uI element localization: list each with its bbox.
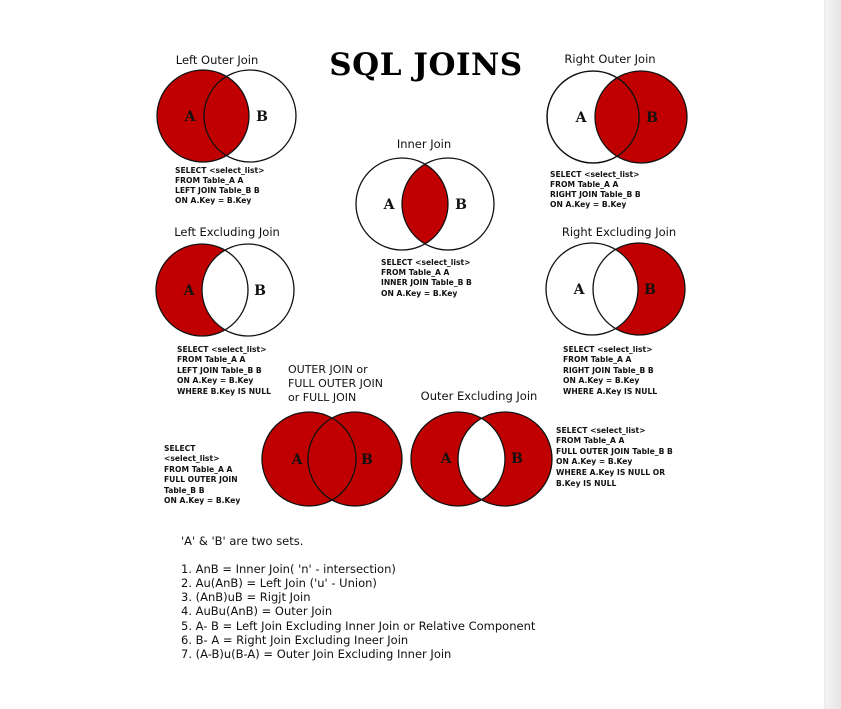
set-b-circle bbox=[401, 157, 495, 251]
svg-text:RIGHT JOIN Table_B B: RIGHT JOIN Table_B B bbox=[563, 366, 654, 375]
set-a-label: A bbox=[184, 109, 197, 125]
set-b-label: B bbox=[644, 282, 656, 298]
set-b-circle bbox=[201, 243, 295, 337]
set-b-label: B bbox=[646, 110, 658, 126]
right-outer-join: Right Outer Join A B SELECT <select_list… bbox=[546, 52, 688, 209]
svg-text:Table_B B: Table_B B bbox=[164, 486, 205, 495]
symmetric-difference-region bbox=[411, 412, 552, 506]
svg-text:B.Key IS NULL: B.Key IS NULL bbox=[556, 479, 616, 488]
set-b-label: B bbox=[254, 283, 266, 299]
legend-item: 4. AuBu(AnB) = Outer Join bbox=[181, 604, 332, 618]
svg-text:FROM Table_A A: FROM Table_A A bbox=[550, 180, 619, 189]
set-b-label: B bbox=[455, 197, 467, 213]
svg-text:LEFT JOIN Table_B B: LEFT JOIN Table_B B bbox=[175, 186, 260, 195]
full-outer-join-label: OUTER JOIN or FULL OUTER JOIN or FULL JO… bbox=[288, 363, 383, 404]
svg-text:ON A.Key = B.Key: ON A.Key = B.Key bbox=[556, 457, 632, 466]
right-excluding-join: Right Excluding Join A B SELECT <select_… bbox=[545, 225, 686, 396]
set-a-label: A bbox=[183, 283, 196, 299]
svg-text:SELECT <select_list>: SELECT <select_list> bbox=[563, 345, 653, 354]
legend-item: 1. AnB = Inner Join( 'n' - intersection) bbox=[181, 562, 396, 576]
set-a-circle bbox=[355, 157, 449, 251]
svg-text:ON A.Key = B.Key: ON A.Key = B.Key bbox=[381, 289, 457, 298]
intersection-region bbox=[402, 158, 448, 250]
inner-join-sql: SELECT <select_list> FROM Table_A A INNE… bbox=[381, 258, 472, 298]
set-a-label: A bbox=[575, 110, 588, 126]
outer-excluding-join-sql: SELECT <select_list> FROM Table_A A FULL… bbox=[556, 426, 673, 488]
svg-text:ON A.Key = B.Key: ON A.Key = B.Key bbox=[177, 376, 253, 385]
set-a-circle bbox=[410, 411, 506, 507]
svg-text:SELECT <select_list>: SELECT <select_list> bbox=[556, 426, 646, 435]
set-b-circle bbox=[203, 69, 297, 163]
svg-text:LEFT JOIN Table_B B: LEFT JOIN Table_B B bbox=[177, 366, 262, 375]
left-outer-join-sql: SELECT <select_list> FROM Table_A A LEFT… bbox=[175, 166, 265, 205]
svg-text:OUTER JOIN or: OUTER JOIN or bbox=[288, 363, 368, 376]
svg-text:ON A.Key = B.Key: ON A.Key = B.Key bbox=[550, 200, 626, 209]
set-b-circle bbox=[308, 412, 402, 506]
left-outer-join: Left Outer Join A B SELECT <select_list>… bbox=[156, 53, 297, 205]
set-a-label: A bbox=[573, 282, 586, 298]
svg-text:SELECT: SELECT bbox=[164, 444, 196, 453]
set-a-label: A bbox=[440, 451, 453, 467]
set-b-label: B bbox=[511, 451, 523, 467]
set-a-label: A bbox=[291, 452, 304, 468]
svg-text:SELECT <select_list>: SELECT <select_list> bbox=[175, 166, 265, 175]
inner-join-label: Inner Join bbox=[397, 137, 451, 151]
svg-text:FROM Table_A A: FROM Table_A A bbox=[175, 176, 244, 185]
left-excluding-join-label: Left Excluding Join bbox=[174, 225, 280, 239]
full-outer-join-sql: SELECT <select_list> FROM Table_A A FULL… bbox=[164, 444, 240, 505]
right-excluding-join-label: Right Excluding Join bbox=[562, 225, 676, 239]
set-a-circle bbox=[545, 242, 639, 336]
svg-text:FROM Table_A A: FROM Table_A A bbox=[563, 355, 632, 364]
legend-item: 7. (A-B)u(B-A) = Outer Join Excluding In… bbox=[181, 647, 451, 661]
svg-text:RIGHT JOIN Table_B B: RIGHT JOIN Table_B B bbox=[550, 190, 641, 199]
outer-excluding-join-label: Outer Excluding Join bbox=[421, 389, 538, 403]
svg-text:FROM Table_A A: FROM Table_A A bbox=[164, 465, 233, 474]
svg-text:or FULL JOIN: or FULL JOIN bbox=[288, 391, 356, 404]
right-outer-join-sql: SELECT <select_list> FROM Table_A A RIGH… bbox=[550, 170, 641, 209]
set-a-label: A bbox=[383, 197, 396, 213]
set-b-circle bbox=[457, 411, 553, 507]
svg-text:ON A.Key = B.Key: ON A.Key = B.Key bbox=[175, 196, 251, 205]
full-outer-join: OUTER JOIN or FULL OUTER JOIN or FULL JO… bbox=[164, 363, 403, 507]
svg-text:FULL OUTER JOIN: FULL OUTER JOIN bbox=[164, 475, 238, 484]
svg-text:WHERE A.Key IS NULL OR: WHERE A.Key IS NULL OR bbox=[556, 468, 665, 477]
right-excluding-join-sql: SELECT <select_list> FROM Table_A A RIGH… bbox=[563, 345, 657, 396]
svg-text:SELECT <select_list>: SELECT <select_list> bbox=[381, 258, 471, 267]
set-a-circle bbox=[157, 70, 249, 162]
legend-item: 5. A- B = Left Join Excluding Inner Join… bbox=[181, 619, 536, 633]
svg-text:SELECT <select_list>: SELECT <select_list> bbox=[177, 345, 267, 354]
svg-text:FULL OUTER JOIN Table_B B: FULL OUTER JOIN Table_B B bbox=[556, 447, 673, 456]
set-b-label: B bbox=[361, 452, 373, 468]
svg-text:ON A.Key = B.Key: ON A.Key = B.Key bbox=[563, 376, 639, 385]
left-excluding-join: Left Excluding Join A B SELECT <select_l… bbox=[155, 225, 295, 396]
right-outer-join-label: Right Outer Join bbox=[564, 52, 655, 66]
left-outer-join-label: Left Outer Join bbox=[176, 53, 259, 67]
legend-item: 3. (AnB)uB = Rigjt Join bbox=[181, 590, 311, 604]
svg-text:FROM Table_A A: FROM Table_A A bbox=[556, 436, 625, 445]
svg-text:WHERE A.Key IS NULL: WHERE A.Key IS NULL bbox=[563, 387, 657, 396]
svg-text:FROM Table_A A: FROM Table_A A bbox=[177, 355, 246, 364]
legend-item: 6. B- A = Right Join Excluding Ineer Joi… bbox=[181, 633, 408, 647]
legend-item: 2. Au(AnB) = Left Join ('u' - Union) bbox=[181, 576, 377, 590]
svg-text:FULL OUTER JOIN: FULL OUTER JOIN bbox=[288, 377, 383, 390]
svg-text:FROM Table_A A: FROM Table_A A bbox=[381, 268, 450, 277]
svg-text:SELECT <select_list>: SELECT <select_list> bbox=[550, 170, 640, 179]
window-edge bbox=[824, 0, 841, 709]
svg-text:<select_list>: <select_list> bbox=[164, 454, 219, 463]
set-legend: 'A' & 'B' are two sets. 1. AnB = Inner J… bbox=[181, 534, 536, 661]
legend-intro: 'A' & 'B' are two sets. bbox=[181, 534, 303, 548]
svg-text:INNER JOIN Table_B B: INNER JOIN Table_B B bbox=[381, 278, 472, 287]
page-title: SQL JOINS bbox=[329, 47, 522, 83]
set-b-label: B bbox=[256, 109, 268, 125]
outer-excluding-join: Outer Excluding Join A B SELECT <select_… bbox=[410, 389, 673, 507]
inner-join: Inner Join A B SELECT <select_list> FROM… bbox=[355, 137, 495, 298]
svg-text:ON A.Key = B.Key: ON A.Key = B.Key bbox=[164, 496, 240, 505]
left-excluding-join-sql: SELECT <select_list> FROM Table_A A LEFT… bbox=[177, 345, 271, 396]
svg-text:WHERE B.Key IS NULL: WHERE B.Key IS NULL bbox=[177, 387, 271, 396]
